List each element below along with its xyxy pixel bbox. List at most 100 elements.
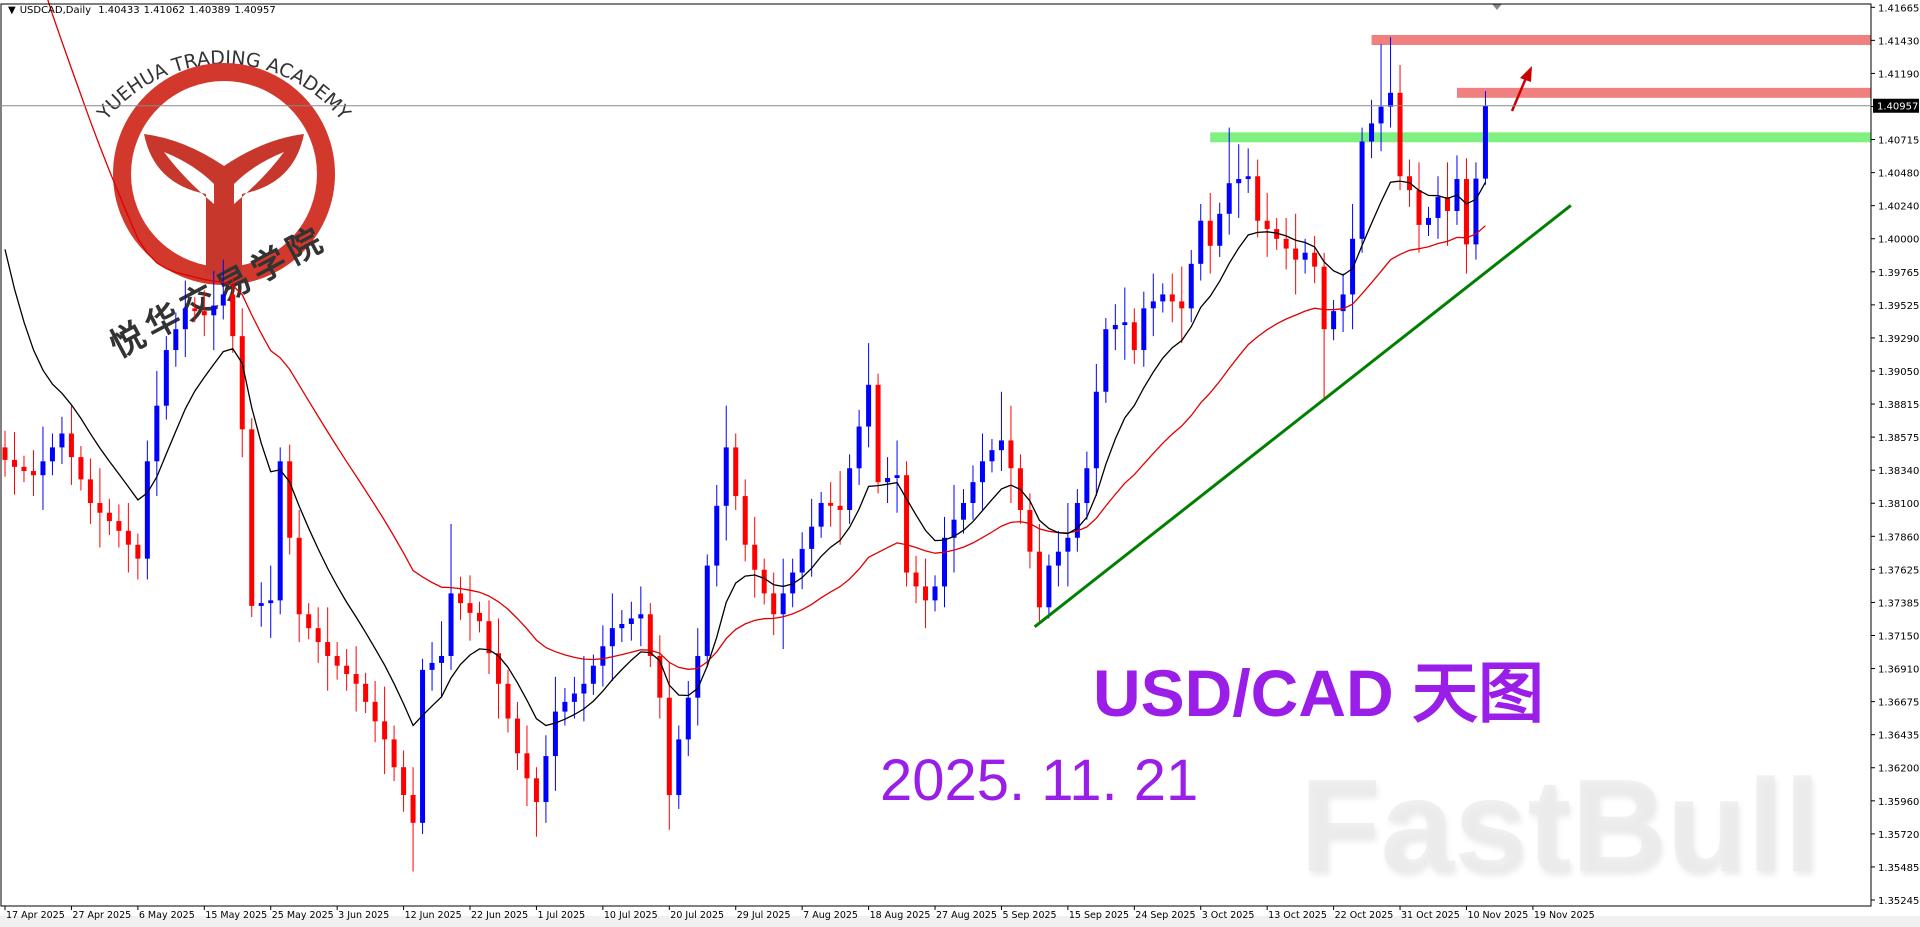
candle-body — [495, 653, 501, 684]
y-tick-label: 1.41190 — [1878, 69, 1919, 80]
candle-body — [562, 701, 568, 712]
candle-body — [581, 683, 587, 694]
candle-body — [1350, 238, 1356, 295]
candle-body — [21, 466, 27, 472]
candle-body — [391, 739, 397, 768]
y-tick-label: 1.40000 — [1878, 235, 1919, 246]
candle-body — [429, 662, 435, 670]
candle-body — [552, 711, 558, 757]
candle-body — [628, 618, 634, 624]
y-tick-label: 1.39525 — [1878, 301, 1919, 312]
candle-body — [1008, 440, 1014, 469]
fastbull-watermark: FastBull — [1300, 752, 1821, 899]
candle-body — [59, 433, 65, 448]
candle-body — [353, 674, 359, 684]
candle-body — [1179, 301, 1185, 309]
x-tick-label: 27 Aug 2025 — [936, 910, 997, 921]
candle-body — [771, 593, 777, 615]
candle-body — [590, 665, 596, 684]
current-price-box — [1873, 98, 1919, 113]
candle-body — [220, 294, 226, 306]
candle-body — [458, 593, 464, 604]
x-tick-label: 17 Apr 2025 — [6, 910, 65, 921]
y-tick-label: 1.36675 — [1878, 698, 1919, 709]
candle-body — [1226, 183, 1232, 214]
x-tick-label: 20 Jul 2025 — [670, 910, 724, 921]
candle-body — [1207, 220, 1213, 246]
candle-body — [1426, 217, 1431, 225]
candle-body — [723, 447, 729, 506]
bottom-strip — [0, 916, 1920, 927]
x-tick-label: 25 May 2025 — [272, 910, 334, 921]
candle-body — [1255, 176, 1261, 221]
candle-body — [1359, 141, 1365, 239]
candle-body — [600, 646, 606, 666]
candle-body — [514, 718, 520, 754]
candle-body — [125, 530, 131, 545]
candle-body — [657, 655, 663, 698]
candle-body — [1103, 329, 1109, 392]
candle-body — [733, 447, 739, 497]
candle-body — [818, 503, 824, 527]
zone-2 — [1210, 132, 1871, 143]
candle-body — [1444, 197, 1450, 212]
candle-body — [1331, 311, 1337, 330]
moving-averages — [4, 0, 1486, 727]
zone-0 — [1371, 34, 1871, 45]
y-tick-label: 1.37860 — [1878, 532, 1919, 543]
candle-body — [714, 505, 720, 566]
plot-frame — [0, 3, 1872, 907]
high-value: 1.41062 — [143, 5, 185, 16]
candles — [2, 37, 1488, 872]
x-tick-label: 10 Nov 2025 — [1467, 910, 1528, 921]
x-tick-label: 1 Jul 2025 — [537, 910, 585, 921]
support-trendline — [1033, 204, 1572, 628]
candle-body — [268, 600, 274, 604]
x-tick-label: 19 Nov 2025 — [1534, 910, 1595, 921]
candle-body — [1283, 238, 1289, 249]
y-tick-label: 1.38100 — [1878, 499, 1919, 510]
candle-body — [1150, 301, 1156, 309]
x-tick-label: 27 Apr 2025 — [72, 910, 131, 921]
candle-body — [201, 311, 207, 316]
candle-body — [923, 586, 929, 601]
candle-body — [951, 519, 957, 538]
candle-body — [344, 665, 350, 675]
candle-body — [1435, 197, 1441, 218]
candle-body — [875, 384, 881, 483]
x-tick-label: 18 Aug 2025 — [870, 910, 931, 921]
candle-body — [1302, 252, 1308, 260]
overlay-date: 2025. 11. 21 — [880, 748, 1199, 813]
x-tick-label: 12 Jun 2025 — [405, 910, 462, 921]
candle-body — [1131, 322, 1137, 351]
candle-body — [960, 503, 966, 520]
candle-body — [904, 475, 910, 573]
candle-body — [1046, 565, 1052, 608]
candle-body — [1065, 537, 1071, 552]
x-tick-label: 3 Jun 2025 — [338, 910, 389, 921]
candle-body — [1321, 266, 1327, 330]
y-tick-label: 1.35960 — [1878, 797, 1919, 808]
collapse-triangle-icon[interactable]: ▼ — [8, 5, 16, 16]
x-tick-label: 10 Jul 2025 — [604, 910, 658, 921]
zone-1 — [1456, 87, 1871, 98]
ma-fast-line — [4, 180, 1486, 727]
candle-body — [1160, 294, 1166, 302]
candle-body — [410, 795, 416, 823]
candle-body — [401, 767, 407, 796]
x-tick-label: 15 May 2025 — [205, 910, 267, 921]
candle-body — [799, 548, 805, 573]
y-tick-label: 1.39290 — [1878, 334, 1919, 345]
y-tick-label: 1.35245 — [1878, 896, 1919, 907]
x-tick-label: 3 Oct 2025 — [1202, 910, 1255, 921]
candle-body — [979, 461, 985, 483]
candle-body — [249, 429, 255, 606]
chart-header: ▼ USDCAD,Daily 1.40433 1.41062 1.40389 1.409… — [8, 5, 280, 16]
candle-body — [761, 569, 767, 594]
ma-slow-line — [47, 0, 1486, 670]
candle-body — [306, 614, 312, 629]
candle-body — [894, 475, 900, 478]
candle-body — [116, 521, 122, 531]
logo-mark — [144, 134, 304, 274]
